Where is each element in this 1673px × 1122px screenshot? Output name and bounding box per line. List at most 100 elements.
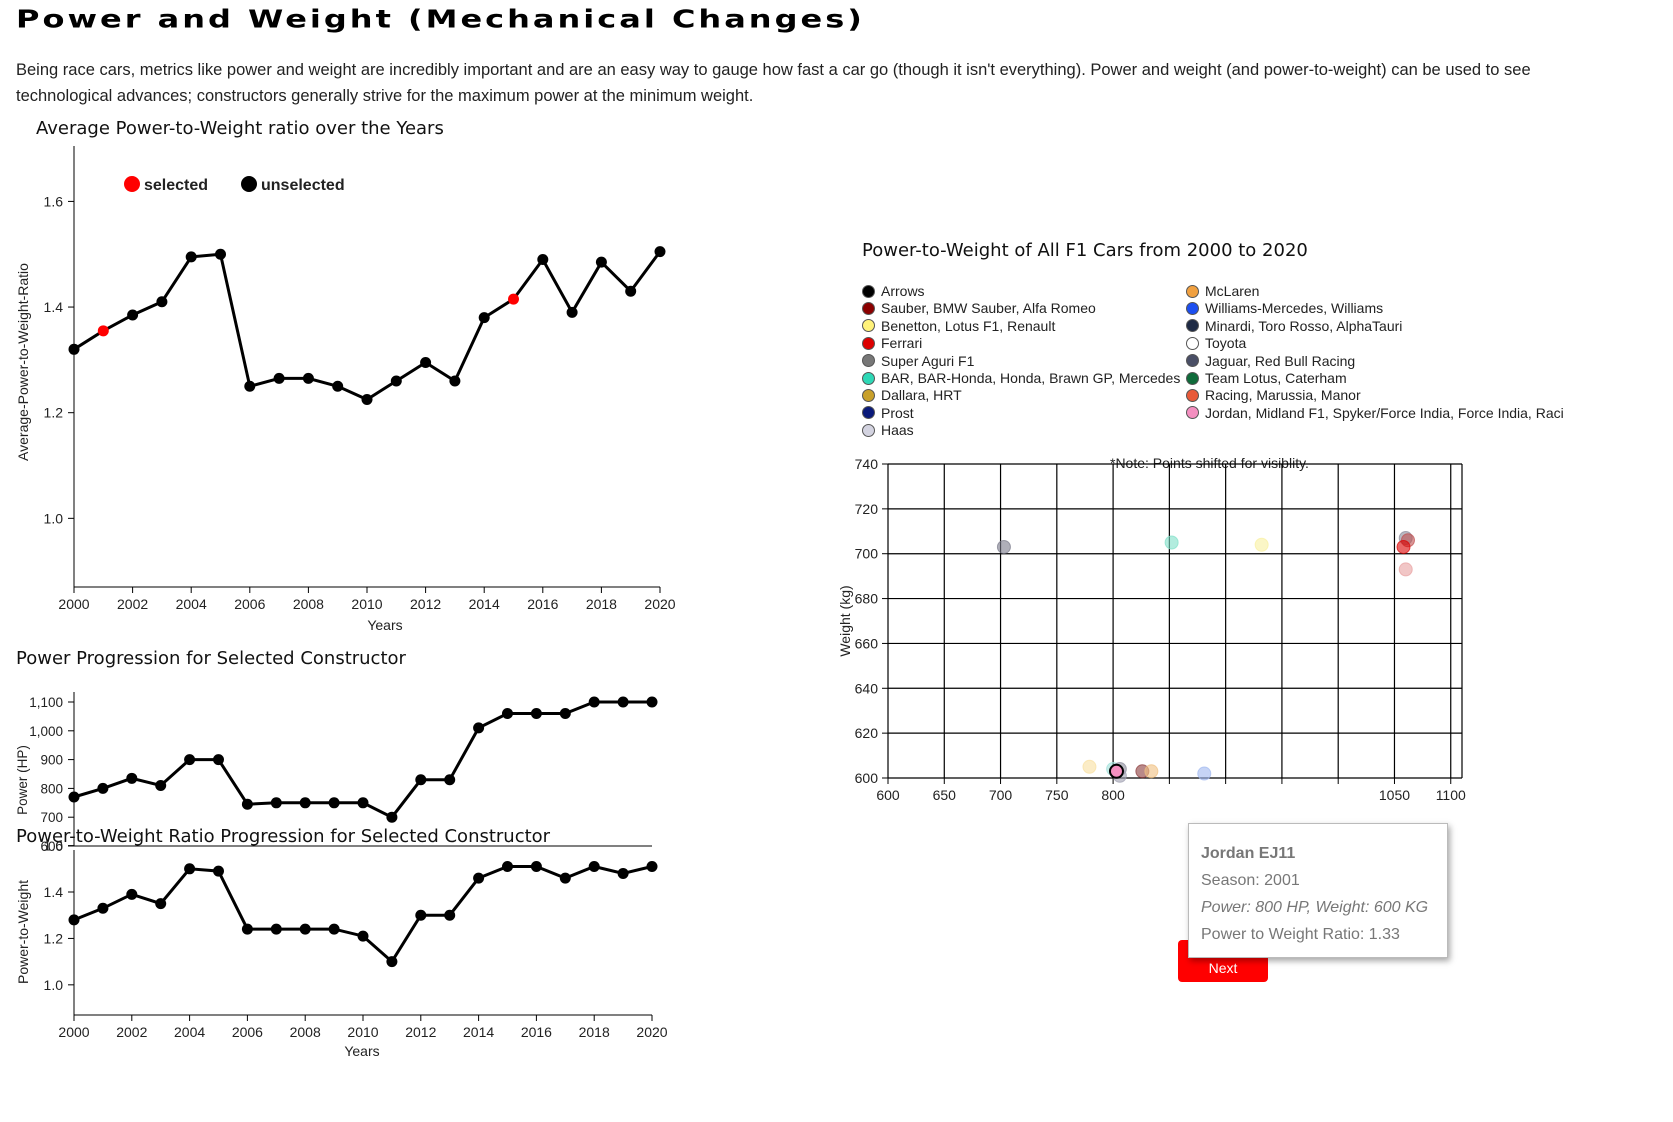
legend-unselected-label: unselected (261, 177, 345, 194)
x-tick-label: 2012 (410, 596, 441, 612)
x-tick-label: 2006 (234, 596, 265, 612)
x-tick-label: 2020 (644, 596, 675, 612)
legend-item: BAR, BAR-Honda, Honda, Brawn GP, Mercede… (862, 369, 1180, 387)
data-point (617, 696, 629, 708)
data-point (386, 811, 398, 823)
data-point (1197, 766, 1212, 781)
x-tick-label: 2014 (463, 1024, 494, 1040)
legend-color-icon (1186, 406, 1199, 420)
y-axis-label: Power (HP) (15, 745, 30, 815)
x-tick-label: 2018 (586, 596, 617, 612)
x-tick-label: 2012 (405, 1024, 436, 1040)
x-tick-label: 600 (876, 787, 900, 803)
legend-color-icon (1186, 301, 1199, 315)
data-point (270, 797, 282, 809)
y-tick-label: 600 (40, 839, 63, 854)
legend-label: Sauber, BMW Sauber, Alfa Romeo (881, 300, 1096, 317)
legend-label: Arrows (881, 283, 925, 299)
data-point (244, 380, 256, 392)
y-tick-label: 1.4 (44, 884, 64, 900)
y-tick-label: 1.4 (44, 299, 64, 315)
legend-color-icon (1186, 319, 1199, 333)
y-tick-label: 700 (855, 546, 879, 562)
legend-item: Ferrari (862, 334, 922, 352)
data-point (68, 914, 80, 926)
data-point (302, 372, 314, 384)
avg-ptw-chart[interactable]: 1.0 1.2 1.4 1.6 2000 2002 2004 2006 2008 2010 2012… (0, 140, 720, 680)
data-point (473, 872, 485, 884)
x-tick-label: 2000 (58, 1024, 89, 1040)
legend-selected-dot (124, 176, 140, 192)
legend-unselected-dot (241, 176, 257, 192)
legend-item: Toyota (1186, 334, 1246, 352)
y-tick-label: 700 (40, 810, 63, 825)
page-title: Power and Weight (Mechanical Changes) (16, 4, 865, 34)
data-point (1398, 562, 1413, 577)
y-tick-label: 660 (855, 635, 879, 651)
legend-label: Dallara, HRT (881, 387, 962, 404)
tooltip-stats: Power: 800 HP, Weight: 600 KG (1201, 899, 1429, 916)
legend-item: Super Aguri F1 (862, 352, 974, 370)
legend-label: Team Lotus, Caterham (1205, 370, 1347, 386)
y-tick-label: 640 (855, 680, 879, 696)
data-point (444, 774, 456, 786)
data-point (357, 930, 369, 942)
x-tick-label: 1100 (1436, 787, 1466, 803)
data-point (386, 956, 398, 968)
avg-ptw-chart-title: Average Power-to-Weight ratio over the Y… (36, 118, 444, 139)
legend-item: Jordan, Midland F1, Spyker/Force India, … (1186, 404, 1564, 422)
x-tick-label: 2006 (232, 1024, 263, 1040)
legend-color-icon (862, 388, 875, 402)
y-tick-label: 1.0 (44, 977, 64, 993)
data-point (646, 696, 658, 708)
data-point (537, 254, 549, 266)
data-point (646, 860, 658, 872)
data-point (473, 722, 485, 734)
data-point (126, 772, 138, 784)
legend-label: Ferrari (881, 335, 923, 352)
legend-color-icon (862, 284, 875, 298)
y-tick-label: 1,100 (29, 695, 63, 710)
power-chart-title: Power Progression for Selected Construct… (16, 648, 406, 669)
data-point (1254, 537, 1269, 552)
data-point (299, 797, 311, 809)
y-tick-label: 1.2 (44, 405, 64, 421)
data-point (996, 539, 1011, 554)
x-axis-label: Years (367, 617, 402, 633)
scatter-chart[interactable]: 600 620 640 660 680 700 720 740 600 650 700 750 800 1… (837, 456, 1640, 860)
legend-item: Jaguar, Red Bull Racing (1186, 352, 1355, 370)
legend-label: Jordan, Midland F1, Spyker/Force India, … (1205, 404, 1564, 421)
x-tick-label: 650 (933, 787, 957, 803)
legend-label: McLaren (1205, 283, 1260, 299)
data-point (530, 860, 542, 872)
data-point (213, 865, 224, 877)
y-tick-label: 800 (40, 781, 63, 796)
legend-color-icon (862, 336, 875, 350)
data-point (588, 696, 600, 708)
data-point (1144, 764, 1159, 779)
legend-selected-label: selected (144, 177, 208, 194)
ptw-progression-chart: 1.0 1.2 1.4 1.6 2000 2002 2004 2006 2008 2010 2012… (15, 838, 668, 1059)
y-tick-label: 1,000 (29, 724, 63, 739)
data-point (156, 296, 168, 308)
legend-label: Racing, Marussia, Manor (1205, 387, 1361, 404)
scatter-legend: Arrows Sauber, BMW Sauber, Alfa Romeo Bene… (862, 282, 1622, 447)
data-point (1164, 535, 1179, 550)
y-tick-label: 620 (855, 725, 879, 741)
legend-color-icon (862, 354, 875, 368)
legend-item: Minardi, Toro Rosso, AlphaTauri (1186, 317, 1402, 335)
x-tick-label: 800 (1101, 787, 1125, 803)
data-point-selected (508, 293, 519, 305)
x-tick-label: 1050 (1379, 787, 1410, 803)
data-point (588, 860, 600, 872)
highlighted-point (1108, 763, 1124, 779)
data-point (241, 798, 253, 810)
data-point (449, 375, 461, 387)
x-tick-label: 2008 (290, 1024, 321, 1040)
legend-item: Sauber, BMW Sauber, Alfa Romeo (862, 299, 1096, 317)
legend-item: Prost (862, 404, 914, 422)
data-point (559, 708, 571, 720)
data-point (332, 380, 344, 392)
x-tick-label: 2000 (58, 596, 89, 612)
data-point (420, 357, 432, 369)
